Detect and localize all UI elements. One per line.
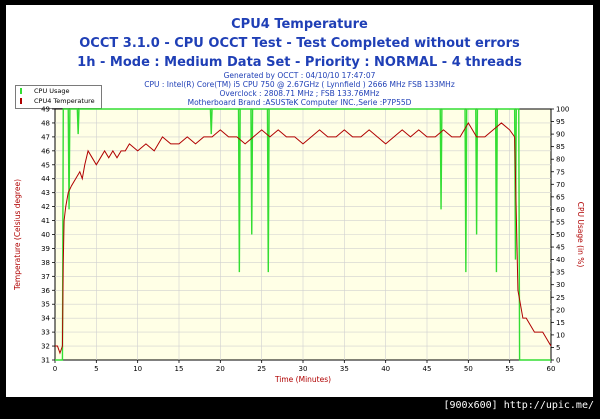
x-tick-label: 50 bbox=[464, 365, 473, 373]
x-tick-label: 40 bbox=[381, 365, 390, 373]
y2-tick-label: 90 bbox=[556, 131, 565, 139]
y-tick-label: 33 bbox=[41, 329, 50, 337]
y2-tick-label: 35 bbox=[556, 269, 565, 277]
x-tick-label: 20 bbox=[216, 365, 225, 373]
y-axis-label: Temperature (Celsius degree) bbox=[13, 179, 22, 291]
x-tick-label: 0 bbox=[53, 365, 57, 373]
x-axis-label: Time (Minutes) bbox=[274, 375, 331, 384]
y2-tick-label: 65 bbox=[556, 193, 565, 201]
y2-tick-label: 0 bbox=[556, 357, 560, 365]
x-tick-label: 25 bbox=[257, 365, 266, 373]
info-generated: Generated by OCCT : 04/10/10 17:47:07 bbox=[223, 71, 376, 80]
x-tick-label: 55 bbox=[505, 365, 514, 373]
info-cpu: CPU : Intel(R) Core(TM) i5 CPU 750 @ 2.6… bbox=[144, 80, 455, 89]
chart-frame: CPU4 Temperature OCCT 3.1.0 - CPU OCCT T… bbox=[6, 5, 593, 397]
x-tick-label: 10 bbox=[133, 365, 142, 373]
legend-swatch-cpu-usage bbox=[20, 88, 22, 94]
y-tick-label: 37 bbox=[41, 273, 50, 281]
y2-axis-label: CPU Usage (in %) bbox=[576, 202, 585, 268]
y-tick-label: 38 bbox=[41, 259, 50, 267]
y2-tick-label: 75 bbox=[556, 168, 565, 176]
y-tick-label: 47 bbox=[41, 133, 50, 141]
legend-item-cpu4-temperature: CPU4 Temperature bbox=[16, 96, 101, 106]
y-tick-label: 49 bbox=[41, 106, 50, 114]
y-tick-label: 31 bbox=[41, 357, 50, 365]
legend-label-cpu-usage: CPU Usage bbox=[34, 87, 70, 95]
y-tick-label: 41 bbox=[41, 217, 50, 225]
series-line-cpu4-temperature bbox=[55, 121, 552, 355]
y2-tick-label: 70 bbox=[556, 181, 565, 189]
y2-tick-label: 55 bbox=[556, 218, 565, 226]
y-tick-label: 35 bbox=[41, 301, 50, 309]
chart-subtitle-mode: 1h - Mode : Medium Data Set - Priority :… bbox=[77, 55, 522, 70]
y-tick-label: 45 bbox=[41, 161, 50, 169]
y-tick-label: 42 bbox=[41, 203, 50, 211]
x-tick-label: 5 bbox=[94, 365, 98, 373]
y2-tick-label: 25 bbox=[556, 294, 565, 302]
x-tick-label: 45 bbox=[423, 365, 432, 373]
y-tick-label: 46 bbox=[41, 147, 50, 155]
y2-tick-label: 5 bbox=[556, 344, 560, 352]
chart-svg: 0 5 10 15 20 25 30 35 40 45 50 55 603132333435363738… bbox=[13, 106, 585, 385]
y-tick-label: 36 bbox=[41, 287, 50, 295]
y-tick-label: 44 bbox=[41, 175, 50, 183]
x-tick-label: 60 bbox=[547, 365, 556, 373]
y2-tick-label: 15 bbox=[556, 319, 565, 327]
y2-tick-label: 10 bbox=[556, 331, 565, 339]
y2-tick-label: 80 bbox=[556, 156, 565, 164]
y2-tick-label: 30 bbox=[556, 281, 565, 289]
chart-subtitle-test: OCCT 3.1.0 - CPU OCCT Test - Test Comple… bbox=[79, 36, 520, 51]
legend-label-cpu4-temperature: CPU4 Temperature bbox=[34, 97, 95, 105]
x-tick-label: 35 bbox=[340, 365, 349, 373]
info-motherboard: Motherboard Brand :ASUSTeK Computer INC.… bbox=[187, 98, 412, 107]
y-tick-label: 43 bbox=[41, 189, 50, 197]
y2-tick-label: 100 bbox=[556, 106, 569, 114]
chart-title: CPU4 Temperature bbox=[231, 17, 368, 32]
y2-tick-label: 85 bbox=[556, 143, 565, 151]
y2-tick-label: 60 bbox=[556, 206, 565, 214]
y-tick-label: 40 bbox=[41, 231, 50, 239]
y2-tick-label: 45 bbox=[556, 244, 565, 252]
footer-watermark: [900x600] http://upic.me/ bbox=[443, 400, 594, 411]
y2-tick-label: 95 bbox=[556, 118, 565, 126]
y-tick-label: 39 bbox=[41, 245, 50, 253]
info-overclock: Overclock : 2808.71 MHz ; FSB 133.76MHz bbox=[219, 89, 380, 98]
y-tick-label: 34 bbox=[41, 315, 50, 323]
x-tick-label: 30 bbox=[299, 365, 308, 373]
y-tick-label: 32 bbox=[41, 343, 50, 351]
legend-item-cpu-usage: CPU Usage bbox=[16, 86, 101, 96]
y2-tick-label: 20 bbox=[556, 306, 565, 314]
x-tick-label: 15 bbox=[175, 365, 184, 373]
legend-swatch-cpu4-temperature bbox=[20, 98, 22, 104]
y-tick-label: 48 bbox=[41, 119, 50, 127]
y2-tick-label: 50 bbox=[556, 231, 565, 239]
y2-tick-label: 40 bbox=[556, 256, 565, 264]
series-line-cpu-usage bbox=[55, 108, 551, 361]
